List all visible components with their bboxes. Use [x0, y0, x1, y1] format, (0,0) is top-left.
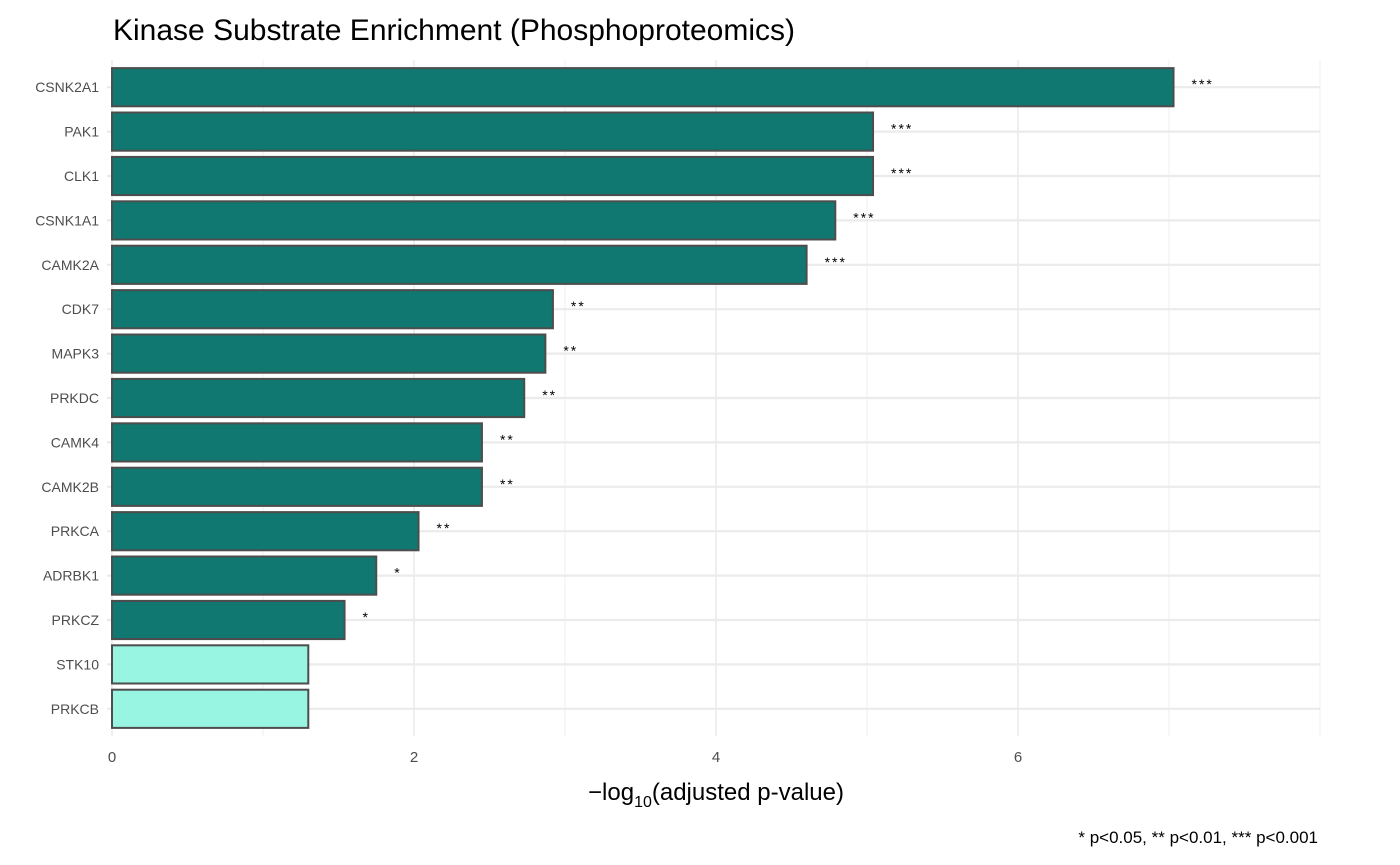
bar-prkdc [111, 377, 526, 419]
y-tick-label: CLK1 [64, 168, 99, 184]
y-tick-label: CAMK4 [51, 434, 99, 450]
y-tick-label: PRKDC [50, 390, 99, 406]
bar-csnk2a1 [111, 67, 1175, 108]
x-axis-title: −log10(adjusted p-value) [588, 779, 844, 811]
significance-label: *** [1192, 76, 1214, 92]
y-tick-label: PAK1 [64, 124, 99, 140]
y-tick-label: ADRBK1 [43, 568, 99, 584]
bar-prkcb [111, 688, 310, 729]
bar-csnk1a1 [111, 200, 837, 241]
x-tick-label: 0 [108, 749, 116, 766]
x-axis-labels: 0 2 4 6 [108, 749, 1022, 766]
significance-label: *** [891, 165, 913, 181]
y-axis-labels: CSNK2A1 PAK1 CLK1 CSNK1A1 CAMK2A CDK7 MAPK3 PRK… [35, 79, 99, 717]
chart-title: Kinase Substrate Enrichment (Phosphoprot… [113, 14, 795, 47]
bar-adrbk1 [111, 555, 378, 596]
y-tick-label: CDK7 [62, 301, 100, 317]
significance-label: * [394, 565, 401, 581]
bar-camk4 [111, 422, 483, 463]
y-tick-label: PRKCA [51, 523, 100, 539]
bar-camk2b [111, 466, 483, 507]
significance-label: ** [437, 520, 452, 536]
significance-label: *** [853, 209, 875, 225]
bars: ***************************** [111, 67, 1214, 729]
y-tick-label: CAMK2B [41, 479, 99, 495]
significance-label: ** [500, 431, 515, 447]
bar-prkcz [111, 599, 346, 641]
bar-camk2a [111, 244, 808, 285]
x-tick-label: 6 [1014, 749, 1022, 766]
bar-cdk7 [111, 289, 554, 330]
y-tick-label: CAMK2A [41, 257, 99, 273]
x-tick-label: 2 [410, 749, 418, 766]
significance-label: *** [891, 121, 913, 137]
x-axis-title-rest: (adjusted p-value) [652, 779, 844, 806]
significance-label: ** [542, 387, 557, 403]
bar-mapk3 [111, 333, 547, 374]
significance-label: *** [825, 254, 847, 270]
significance-caption: * p<0.05, ** p<0.01, *** p<0.001 [1078, 828, 1318, 847]
significance-label: ** [500, 476, 515, 492]
bar-stk10 [111, 644, 310, 685]
significance-label: * [363, 609, 370, 625]
significance-label: ** [571, 298, 586, 314]
bar-prkca [111, 511, 420, 552]
y-tick-label: PRKCZ [52, 612, 100, 628]
y-tick-label: PRKCB [51, 701, 99, 717]
bar-clk1 [111, 155, 875, 197]
y-tick-label: CSNK1A1 [35, 212, 99, 228]
x-axis-title-subscript: 10 [634, 794, 652, 811]
y-tick-label: CSNK2A1 [35, 79, 99, 95]
y-tick-label: MAPK3 [52, 346, 100, 362]
y-tick-label: STK10 [56, 656, 99, 672]
x-tick-label: 4 [712, 749, 720, 766]
x-axis-title-prefix: −log [588, 779, 634, 806]
significance-label: ** [563, 343, 578, 359]
bar-pak1 [111, 111, 875, 152]
